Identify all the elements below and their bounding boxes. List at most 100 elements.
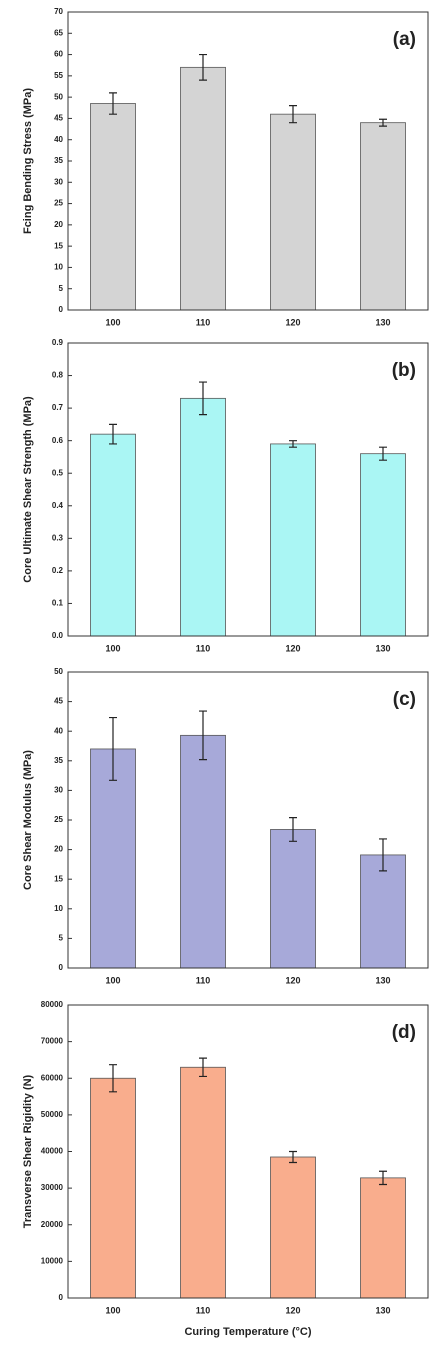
x-tick-label: 100 — [105, 643, 120, 653]
bar — [270, 1156, 316, 1299]
error-bar — [289, 105, 297, 124]
y-tick-label: 0.6 — [52, 436, 64, 445]
y-tick-label: 20 — [54, 220, 63, 229]
y-tick-label: 0 — [59, 963, 64, 972]
error-bar — [289, 817, 297, 842]
annotation: (d) — [392, 1022, 416, 1043]
x-tick-label: 120 — [285, 1305, 300, 1315]
x-tick-label: 120 — [285, 643, 300, 653]
annotation: (c) — [393, 689, 416, 710]
y-tick-label: 0 — [59, 1293, 64, 1302]
y-tick-label: 45 — [54, 697, 63, 706]
error-bar — [199, 710, 207, 761]
x-tick-label: 130 — [375, 1305, 390, 1315]
y-tick-label: 50000 — [41, 1110, 64, 1119]
bar — [180, 66, 226, 311]
y-tick-label: 0.8 — [52, 371, 64, 380]
bar — [360, 854, 406, 969]
y-tick-label: 30 — [54, 786, 63, 795]
y-tick-label: 15 — [54, 874, 63, 883]
y-axis-label: Core Ultimate Shear Strength (MPa) — [22, 396, 34, 583]
y-tick-label: 0.5 — [52, 468, 64, 477]
y-tick-label: 10000 — [41, 1256, 64, 1265]
x-tick-label: 120 — [285, 975, 300, 985]
y-tick-label: 35 — [54, 156, 63, 165]
y-tick-label: 20000 — [41, 1220, 64, 1229]
y-axis-label: Fcing Bending Stress (MPa) — [22, 88, 34, 234]
annotation: (b) — [392, 360, 416, 381]
bar — [360, 453, 406, 637]
x-axis-label: Curing Temperature (°C) — [184, 1326, 311, 1338]
bar — [360, 1177, 406, 1299]
y-tick-label: 0.1 — [52, 599, 64, 608]
y-tick-label: 0.2 — [52, 566, 64, 575]
bar — [90, 103, 136, 311]
plot-frame — [67, 11, 429, 311]
x-tick-label: 100 — [105, 975, 120, 985]
error-bar — [109, 92, 117, 115]
error-bar — [379, 118, 387, 127]
x-tick-label: 110 — [196, 975, 211, 985]
bar — [90, 748, 136, 969]
error-bar — [199, 381, 207, 416]
plot-frame — [67, 671, 429, 969]
bar — [360, 122, 406, 311]
y-tick-label: 0.0 — [52, 631, 64, 640]
error-bar — [379, 1170, 387, 1186]
y-tick-label: 10 — [54, 263, 63, 272]
bar — [270, 113, 316, 311]
y-tick-label: 70 — [54, 7, 63, 16]
y-tick-label: 35 — [54, 756, 63, 765]
error-bar — [109, 423, 117, 445]
y-tick-label: 60 — [54, 50, 63, 59]
x-tick-label: 110 — [196, 643, 211, 653]
bar — [90, 1077, 136, 1299]
x-tick-label: 130 — [375, 975, 390, 985]
y-tick-label: 25 — [54, 199, 63, 208]
y-tick-label: 50 — [54, 667, 63, 676]
x-tick-label: 110 — [196, 317, 211, 327]
x-tick-label: 110 — [196, 1305, 211, 1315]
y-tick-label: 5 — [59, 284, 64, 293]
error-bar — [379, 446, 387, 461]
y-tick-label: 40 — [54, 726, 63, 735]
error-bar — [199, 1057, 207, 1078]
error-bar — [199, 53, 207, 81]
bar — [180, 1066, 226, 1299]
error-bar — [289, 440, 297, 448]
y-tick-label: 60000 — [41, 1073, 64, 1082]
y-tick-label: 0.4 — [52, 501, 64, 510]
y-tick-label: 40000 — [41, 1147, 64, 1156]
x-tick-label: 100 — [105, 1305, 120, 1315]
y-tick-label: 25 — [54, 815, 63, 824]
bar — [180, 734, 226, 969]
y-tick-label: 5 — [59, 934, 64, 943]
x-tick-label: 130 — [375, 317, 390, 327]
y-axis-label: Core Shear Modulus (MPa) — [22, 750, 34, 890]
plot-frame — [67, 342, 429, 637]
y-tick-label: 50 — [54, 92, 63, 101]
y-tick-label: 0.9 — [52, 338, 64, 347]
x-tick-label: 120 — [285, 317, 300, 327]
y-tick-label: 30 — [54, 177, 63, 186]
plot-frame — [67, 1004, 429, 1299]
y-tick-label: 70000 — [41, 1037, 64, 1046]
y-tick-label: 80000 — [41, 1000, 64, 1009]
x-tick-label: 130 — [375, 643, 390, 653]
error-bar — [379, 838, 387, 872]
y-tick-label: 0.3 — [52, 533, 64, 542]
y-tick-label: 10 — [54, 904, 63, 913]
y-tick-label: 45 — [54, 114, 63, 123]
y-tick-label: 40 — [54, 135, 63, 144]
x-tick-label: 100 — [105, 317, 120, 327]
y-tick-label: 20 — [54, 845, 63, 854]
y-tick-label: 65 — [54, 28, 63, 37]
bar — [90, 433, 136, 637]
bar — [270, 443, 316, 637]
y-tick-label: 15 — [54, 241, 63, 250]
bar — [180, 397, 226, 637]
annotation: (a) — [393, 29, 416, 50]
error-bar — [289, 1150, 297, 1164]
error-bar — [109, 716, 117, 781]
